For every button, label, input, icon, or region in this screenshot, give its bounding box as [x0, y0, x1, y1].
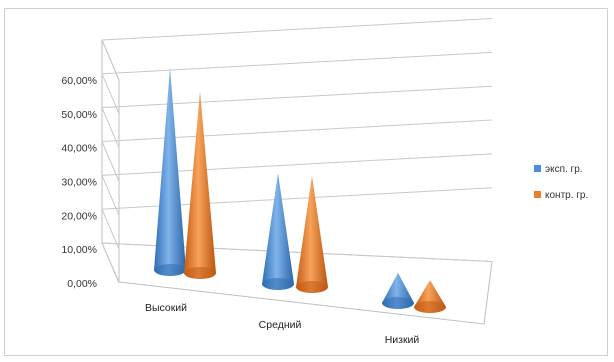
- cone-контр-гр--0: [184, 91, 216, 279]
- gridline-side: [101, 39, 120, 81]
- cone-эксп-гр--0: [154, 68, 186, 276]
- y-tick-label: 30,00%: [61, 177, 97, 189]
- legend-label: контр. гр.: [545, 190, 588, 201]
- cone-base: [154, 264, 186, 276]
- y-tick-label: 40,00%: [61, 143, 97, 155]
- gridline-side: [101, 242, 120, 284]
- legend-swatch: [534, 191, 541, 198]
- gridline-side: [101, 73, 120, 115]
- category-label: Низкий: [385, 334, 420, 346]
- y-tick-label: 50,00%: [61, 109, 97, 121]
- category-labels: Высокий Средний Низкий: [145, 302, 419, 346]
- gridline-side: [101, 208, 120, 250]
- chart-walls: [101, 39, 493, 325]
- cone-контр-гр--1: [296, 175, 328, 293]
- y-tick-label: 0,00%: [67, 278, 97, 290]
- legend-swatch: [534, 165, 541, 172]
- category-label: Высокий: [145, 302, 187, 314]
- cone-эксп-гр--1: [262, 172, 294, 290]
- cone-base: [184, 267, 216, 279]
- category-label: Средний: [259, 319, 302, 331]
- cones: [154, 68, 446, 313]
- cone-base: [414, 301, 446, 313]
- gridline-back: [101, 51, 493, 75]
- y-tick-label: 60,00%: [61, 75, 97, 87]
- y-tick-label: 20,00%: [61, 210, 97, 222]
- gridline-back: [101, 153, 493, 176]
- y-axis-ticks: 0,00% 10,00% 20,00% 30,00% 40,00% 50,00% 60,00…: [61, 75, 97, 290]
- gridline-side: [101, 107, 120, 148]
- gridline-back: [101, 85, 493, 109]
- y-tick-label: 10,00%: [61, 244, 97, 256]
- legend: эксп. гр. контр. гр.: [534, 164, 588, 201]
- gridline-side: [101, 141, 120, 182]
- gridline-back: [101, 119, 493, 142]
- gridline-side: [101, 175, 120, 216]
- cone-base: [296, 281, 328, 293]
- cone-base: [262, 278, 294, 290]
- legend-label: эксп. гр.: [545, 164, 583, 175]
- cone-base: [382, 297, 414, 309]
- gridline-back: [101, 18, 493, 41]
